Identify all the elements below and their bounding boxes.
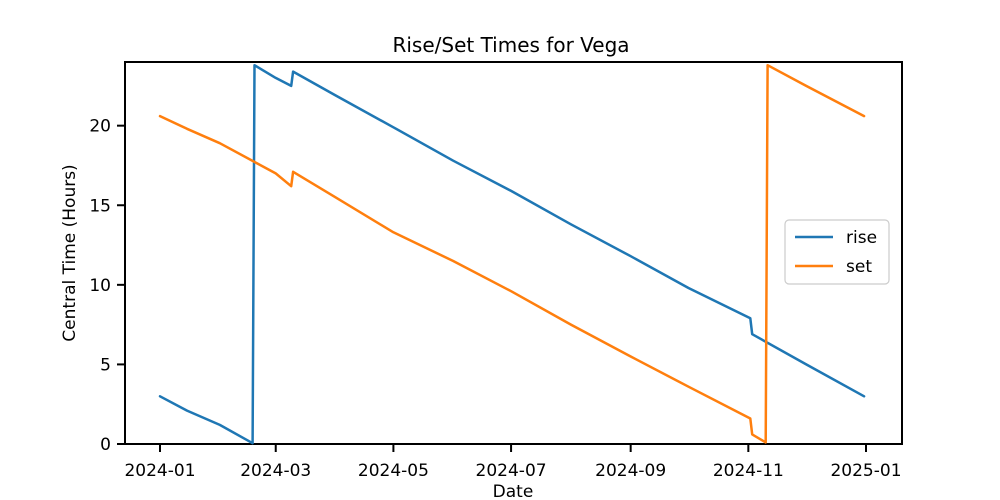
series-line-set (158, 63, 866, 444)
y-tick-label: 20 (89, 117, 111, 137)
x-tick-label: 2024-07 (476, 461, 547, 481)
series-lines (158, 63, 866, 445)
chart-title: Rise/Set Times for Vega (392, 33, 629, 57)
x-axis: 2024-01 2024-03 2024-05 2024-07 2024-09 2024-… (124, 444, 902, 481)
legend-label-set: set (846, 257, 872, 277)
y-tick-label: 15 (89, 196, 111, 216)
y-tick-label: 5 (100, 355, 111, 375)
y-axis: 0 5 10 15 20 (89, 117, 125, 455)
legend-label-rise: rise (846, 228, 877, 248)
x-tick-label: 2024-11 (713, 461, 784, 481)
x-tick-label: 2024-09 (595, 461, 666, 481)
y-tick-label: 0 (100, 435, 111, 455)
x-tick-label: 2025-01 (830, 461, 901, 481)
x-tick-label: 2024-01 (124, 461, 195, 481)
y-axis-title: Central Time (Hours) (60, 164, 80, 341)
plot-frame (124, 61, 903, 445)
series-line-rise (158, 63, 866, 445)
x-tick-label: 2024-03 (240, 461, 311, 481)
x-tick-label: 2024-05 (358, 461, 429, 481)
x-axis-title: Date (493, 482, 534, 500)
y-tick-label: 10 (89, 276, 111, 296)
legend: rise set (784, 219, 890, 285)
